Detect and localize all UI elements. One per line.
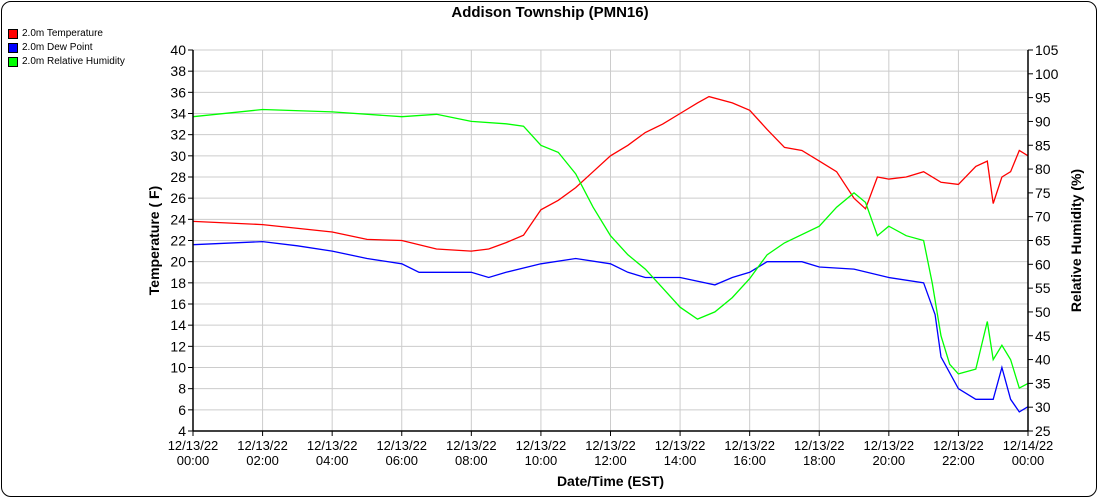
y2-axis-label: Relative Humidity (%)	[1068, 169, 1084, 312]
x-tick-date: 12/14/22	[1003, 438, 1054, 453]
x-tick-date: 12/13/22	[794, 438, 845, 453]
x-tick-date: 12/13/22	[585, 438, 636, 453]
y-tick-label: 40	[170, 42, 186, 58]
x-tick-date: 12/13/22	[237, 438, 288, 453]
x-tick-time: 00:00	[1012, 453, 1045, 468]
y2-tick-label: 65	[1035, 233, 1051, 249]
y2-tick-label: 25	[1035, 423, 1051, 439]
y2-tick-label: 30	[1035, 399, 1051, 415]
y2-tick-label: 95	[1035, 90, 1051, 106]
y-tick-label: 20	[170, 254, 186, 270]
series-line-temperature	[192, 95, 1029, 252]
x-tick-time: 16:00	[733, 453, 766, 468]
y-tick-label: 38	[170, 63, 186, 79]
x-tick-time: 04:00	[316, 453, 349, 468]
y2-tick-label: 75	[1035, 185, 1051, 201]
x-tick-date: 12/13/22	[168, 438, 219, 453]
y2-tick-label: 90	[1035, 113, 1051, 129]
y-axis-label: Temperature ( F)	[146, 186, 162, 295]
legend-label: 2.0m Relative Humidity	[22, 56, 125, 67]
x-tick-date: 12/13/22	[864, 438, 915, 453]
y2-tick-label: 60	[1035, 256, 1051, 272]
x-tick-time: 10:00	[525, 453, 558, 468]
y-tick-label: 30	[170, 148, 186, 164]
legend-label: 2.0m Temperature	[22, 28, 103, 39]
y-tick-label: 6	[178, 402, 186, 418]
y-tick-label: 16	[170, 296, 186, 312]
y-tick-label: 34	[170, 106, 186, 122]
chart-title: Addison Township (PMN16)	[451, 4, 649, 21]
y-tick-label: 14	[170, 317, 186, 333]
x-tick-time: 02:00	[246, 453, 279, 468]
y2-tick-label: 80	[1035, 161, 1051, 177]
y2-tick-label: 105	[1035, 42, 1059, 58]
legend-swatch-red	[8, 28, 18, 39]
y-tick-label: 24	[170, 211, 186, 227]
y-tick-label: 32	[170, 127, 186, 143]
x-tick-time: 22:00	[942, 453, 975, 468]
series-line-relative-humidity	[192, 108, 1029, 390]
x-tick-time: 12:00	[594, 453, 627, 468]
legend-item-dew-point[interactable]: 2.0m Dew Point	[8, 42, 93, 53]
series-line-dew-point	[192, 240, 1029, 413]
y2-tick-label: 45	[1035, 328, 1051, 344]
x-axis-label: Date/Time (EST)	[557, 473, 664, 489]
y-tick-label: 22	[170, 233, 186, 249]
y-tick-label: 18	[170, 275, 186, 291]
y2-tick-label: 35	[1035, 375, 1051, 391]
y-tick-label: 26	[170, 190, 186, 206]
y2-tick-label: 85	[1035, 137, 1051, 153]
y2-tick-label: 40	[1035, 352, 1051, 368]
x-tick-date: 12/13/22	[655, 438, 706, 453]
y2-tick-label: 70	[1035, 209, 1051, 225]
y-tick-label: 4	[178, 423, 186, 439]
x-tick-time: 20:00	[873, 453, 906, 468]
x-tick-time: 06:00	[385, 453, 418, 468]
legend-item-humidity[interactable]: 2.0m Relative Humidity	[8, 56, 125, 67]
legend-swatch-green	[8, 56, 18, 67]
x-tick-time: 00:00	[177, 453, 210, 468]
x-tick-date: 12/13/22	[307, 438, 358, 453]
x-tick-date: 12/13/22	[516, 438, 567, 453]
y2-tick-label: 50	[1035, 304, 1051, 320]
y2-tick-label: 55	[1035, 280, 1051, 296]
legend-label: 2.0m Dew Point	[22, 42, 93, 53]
x-tick-date: 12/13/22	[376, 438, 427, 453]
y-tick-label: 8	[178, 381, 186, 397]
y-tick-label: 36	[170, 84, 186, 100]
x-tick-date: 12/13/22	[933, 438, 984, 453]
y-tick-label: 12	[170, 338, 186, 354]
legend-item-temperature[interactable]: 2.0m Temperature	[8, 28, 103, 39]
x-tick-time: 08:00	[455, 453, 488, 468]
y-tick-label: 10	[170, 360, 186, 376]
x-tick-date: 12/13/22	[724, 438, 775, 453]
x-tick-time: 18:00	[803, 453, 836, 468]
y2-tick-label: 100	[1035, 66, 1059, 82]
y-tick-label: 28	[170, 169, 186, 185]
legend-swatch-blue	[8, 42, 18, 53]
x-tick-date: 12/13/22	[446, 438, 497, 453]
x-tick-time: 14:00	[664, 453, 697, 468]
